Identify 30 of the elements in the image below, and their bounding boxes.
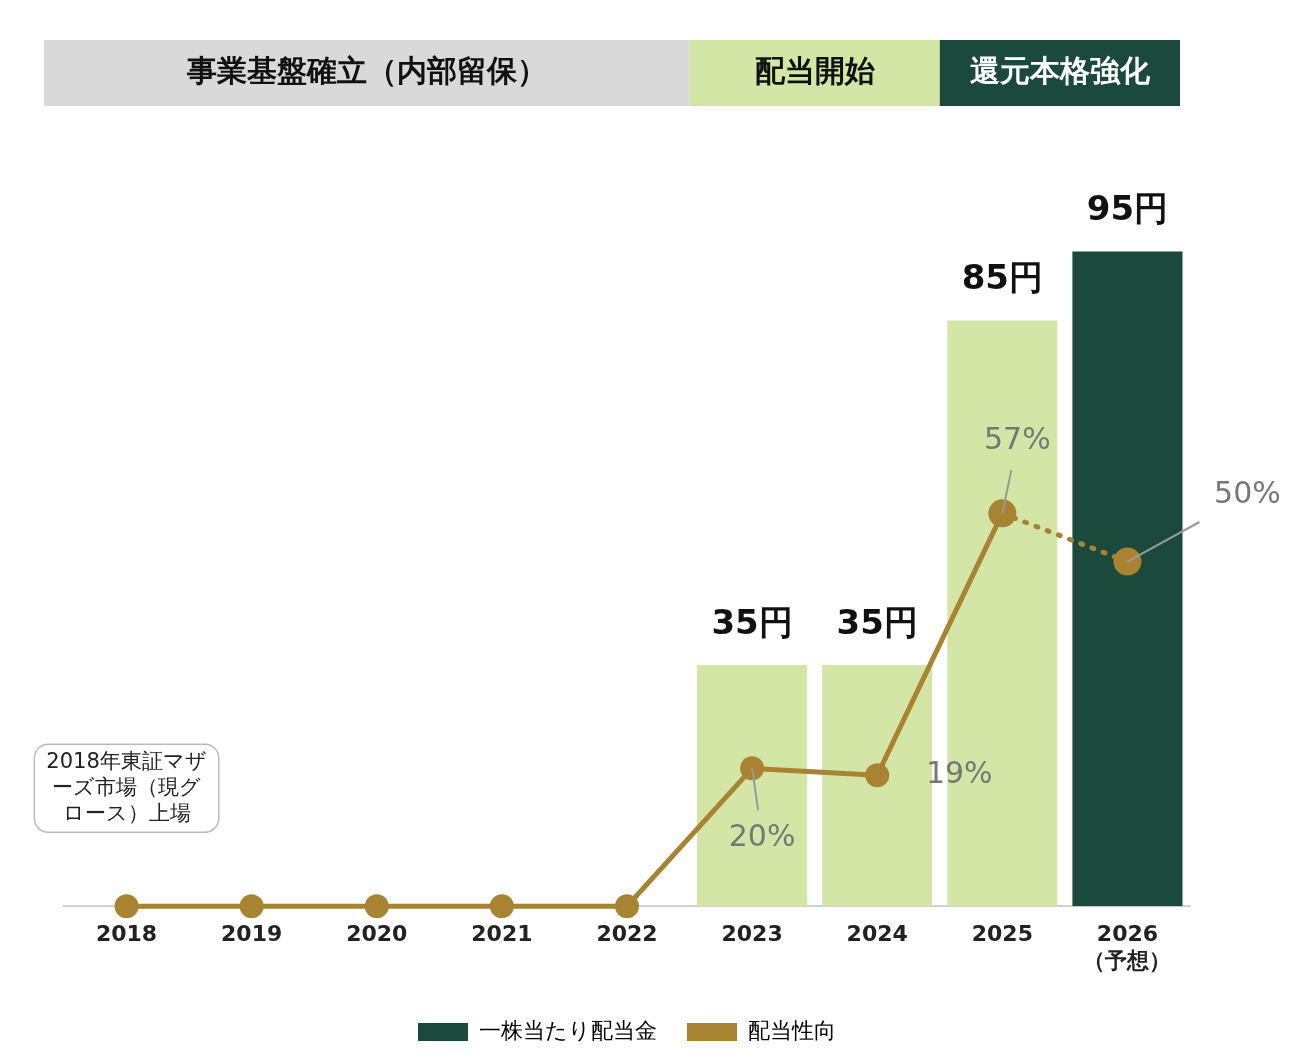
annotation: 2018年東証マザーズ市場（現グロース）上場: [46, 748, 207, 825]
text: 事業基盤確立（内部留保）: [185, 52, 547, 88]
x-tick-label: 2024: [846, 921, 908, 947]
x-tick-label: 2022: [596, 921, 658, 947]
data-label: 35円: [711, 601, 793, 642]
data-label: 35円: [836, 601, 918, 642]
text: 配当開始: [754, 52, 875, 88]
point: [865, 763, 890, 788]
data-label: 85円: [961, 257, 1043, 298]
x-tick-label: 2020: [346, 921, 408, 947]
point: [114, 894, 139, 919]
data-label: 20%: [728, 818, 796, 854]
point: [239, 894, 264, 919]
legend-label: 配当性向: [748, 1017, 836, 1043]
data-label: 50%: [1214, 475, 1281, 511]
text: 還元本格強化: [969, 52, 1151, 88]
point: [489, 894, 514, 919]
x-tick-label: 2018: [95, 921, 158, 947]
point: [364, 894, 389, 919]
x-tick-label: 2025: [971, 921, 1033, 947]
point: [740, 756, 765, 781]
point: [1113, 547, 1142, 576]
x-tick-label: 2023: [721, 921, 783, 947]
x-tick-label: 2019: [221, 921, 283, 947]
legend-label: 一株当たり配当金: [479, 1017, 657, 1043]
data-label: 95円: [1086, 188, 1169, 229]
data-label: 57%: [983, 421, 1051, 457]
point: [615, 894, 639, 919]
x-tick-label: 2026 （予想）: [1083, 921, 1172, 973]
x-tick-label: 2021: [471, 921, 533, 947]
